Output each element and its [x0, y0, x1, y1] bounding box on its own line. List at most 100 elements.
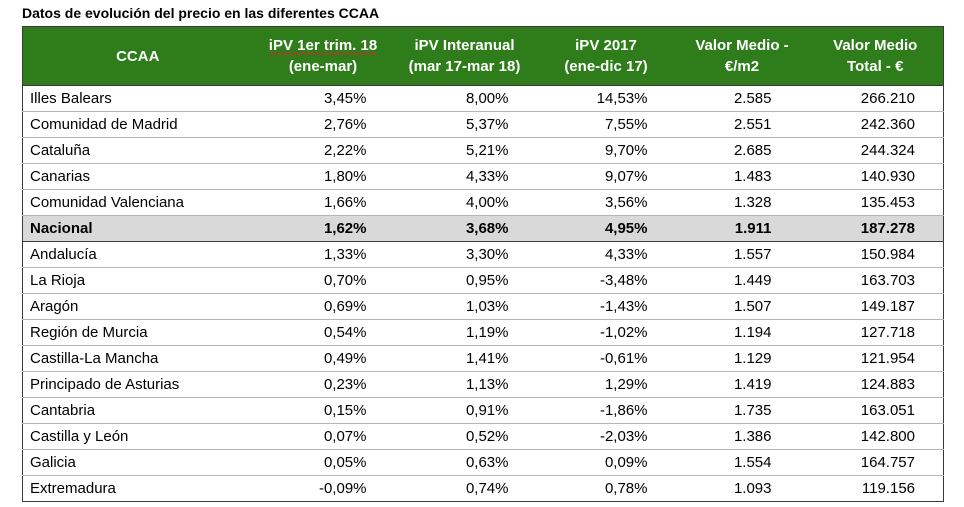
column-header-ipv-2017: iPV 2017 (ene-dic 17): [535, 26, 677, 86]
cell-valor-medio-total: 163.703: [807, 267, 944, 294]
cell-ipv-2017: -1,86%: [535, 397, 677, 424]
table-row: La Rioja 0,70% 0,95% -3,48% 1.449 163.703: [22, 267, 944, 294]
cell-ipv-interanual: 1,03%: [393, 293, 536, 320]
table-row: Extremadura -0,09% 0,74% 0,78% 1.093 119.156: [22, 475, 944, 502]
cell-ipv-q1: 0,07%: [252, 423, 394, 450]
cell-ccaa: Extremadura: [22, 475, 253, 502]
cell-ipv-q1: 0,23%: [252, 371, 394, 398]
cell-valor-medio-total: 150.984: [807, 241, 944, 268]
cell-ccaa: Canarias: [22, 163, 253, 190]
cell-ccaa: Nacional: [22, 215, 253, 242]
cell-ipv-q1: 0,69%: [252, 293, 394, 320]
cell-valor-medio-total: 266.210: [807, 85, 944, 112]
column-header-line: CCAA: [116, 47, 160, 65]
cell-valor-medio-m2: 1.386: [676, 423, 808, 450]
cell-ipv-q1: 2,22%: [252, 137, 394, 164]
column-header-valor-medio-m2: Valor Medio - €/m2: [676, 26, 808, 86]
cell-ipv-q1: 1,80%: [252, 163, 394, 190]
cell-ccaa: Comunidad Valenciana: [22, 189, 253, 216]
cell-ccaa: Aragón: [22, 293, 253, 320]
cell-ipv-2017: 1,29%: [535, 371, 677, 398]
table-row: Cataluña 2,22% 5,21% 9,70% 2.685 244.324: [22, 137, 944, 164]
header-row: CCAA iPV 1er trim. 18 (ene-mar) iPV Inte…: [22, 26, 944, 86]
table-row: Comunidad Valenciana 1,66% 4,00% 3,56% 1.328…: [22, 189, 944, 216]
cell-valor-medio-m2: 2.685: [676, 137, 808, 164]
column-header-line: Valor Medio -: [695, 37, 789, 54]
cell-ipv-interanual: 0,95%: [393, 267, 536, 294]
column-header-line: (ene-dic 17): [564, 58, 648, 75]
cell-valor-medio-total: 142.800: [807, 423, 944, 450]
cell-ccaa: Región de Murcia: [22, 319, 253, 346]
cell-valor-medio-m2: 1.557: [676, 241, 808, 268]
column-header-line: Total - €: [847, 58, 904, 75]
cell-ipv-interanual: 5,37%: [393, 111, 536, 138]
cell-ccaa: La Rioja: [22, 267, 253, 294]
cell-ipv-interanual: 5,21%: [393, 137, 536, 164]
cell-valor-medio-m2: 1.735: [676, 397, 808, 424]
cell-ccaa: Andalucía: [22, 241, 253, 268]
column-header-ipv-q1: iPV 1er trim. 18 (ene-mar): [252, 26, 394, 86]
table-row-national: Nacional 1,62% 3,68% 4,95% 1.911 187.278: [22, 215, 944, 242]
cell-ipv-2017: 4,33%: [535, 241, 677, 268]
cell-ipv-interanual: 1,13%: [393, 371, 536, 398]
cell-ipv-2017: -1,43%: [535, 293, 677, 320]
cell-ipv-2017: -3,48%: [535, 267, 677, 294]
cell-ipv-interanual: 0,74%: [393, 475, 536, 502]
cell-ccaa: Principado de Asturias: [22, 371, 253, 398]
column-header-ipv-interanual: iPV Interanual (mar 17-mar 18): [393, 26, 536, 86]
column-header-line: Valor Medio: [833, 37, 918, 54]
cell-ipv-q1: 0,05%: [252, 449, 394, 476]
cell-ipv-interanual: 4,00%: [393, 189, 536, 216]
cell-ipv-q1: 0,70%: [252, 267, 394, 294]
cell-ccaa: Castilla-La Mancha: [22, 345, 253, 372]
cell-valor-medio-total: 140.930: [807, 163, 944, 190]
price-evolution-table: CCAA iPV 1er trim. 18 (ene-mar) iPV Inte…: [22, 26, 944, 502]
cell-ipv-2017: -1,02%: [535, 319, 677, 346]
cell-ipv-2017: 9,07%: [535, 163, 677, 190]
table-header: CCAA iPV 1er trim. 18 (ene-mar) iPV Inte…: [22, 26, 944, 86]
cell-ipv-interanual: 3,68%: [393, 215, 536, 242]
cell-valor-medio-total: 121.954: [807, 345, 944, 372]
cell-valor-medio-total: 149.187: [807, 293, 944, 320]
cell-ccaa: Comunidad de Madrid: [22, 111, 253, 138]
column-header-line: €/m2: [724, 58, 760, 75]
cell-ipv-interanual: 0,52%: [393, 423, 536, 450]
cell-valor-medio-m2: 1.194: [676, 319, 808, 346]
cell-ipv-q1: 0,49%: [252, 345, 394, 372]
cell-valor-medio-total: 127.718: [807, 319, 944, 346]
cell-ipv-q1: 3,45%: [252, 85, 394, 112]
cell-valor-medio-m2: 1.554: [676, 449, 808, 476]
cell-ipv-2017: 3,56%: [535, 189, 677, 216]
cell-ipv-interanual: 1,41%: [393, 345, 536, 372]
cell-ipv-2017: -2,03%: [535, 423, 677, 450]
cell-valor-medio-total: 187.278: [807, 215, 944, 242]
cell-valor-medio-total: 244.324: [807, 137, 944, 164]
cell-ipv-q1: 0,54%: [252, 319, 394, 346]
cell-ipv-2017: 0,78%: [535, 475, 677, 502]
table-row: Región de Murcia 0,54% 1,19% -1,02% 1.194 127…: [22, 319, 944, 346]
table-title: Datos de evolución del precio en las dif…: [22, 5, 380, 21]
cell-valor-medio-m2: 1.507: [676, 293, 808, 320]
cell-ipv-q1: 1,62%: [252, 215, 394, 242]
cell-ipv-q1: -0,09%: [252, 475, 394, 502]
column-header-line: (mar 17-mar 18): [408, 58, 521, 75]
cell-ipv-interanual: 4,33%: [393, 163, 536, 190]
cell-ipv-interanual: 3,30%: [393, 241, 536, 268]
cell-ipv-q1: 2,76%: [252, 111, 394, 138]
column-header-line: iPV Interanual: [414, 37, 515, 54]
cell-valor-medio-total: 124.883: [807, 371, 944, 398]
cell-valor-medio-m2: 1.129: [676, 345, 808, 372]
table-row: Canarias 1,80% 4,33% 9,07% 1.483 140.930: [22, 163, 944, 190]
table-row: Cantabria 0,15% 0,91% -1,86% 1.735 163.051: [22, 397, 944, 424]
table-row: Aragón 0,69% 1,03% -1,43% 1.507 149.187: [22, 293, 944, 320]
cell-ccaa: Castilla y León: [22, 423, 253, 450]
column-header-line: iPV 1er trim. 18: [268, 37, 378, 54]
table-body: Illes Balears 3,45% 8,00% 14,53% 2.585 266.21…: [22, 85, 944, 502]
cell-ipv-2017: 4,95%: [535, 215, 677, 242]
cell-valor-medio-total: 163.051: [807, 397, 944, 424]
table-row: Andalucía 1,33% 3,30% 4,33% 1.557 150.984: [22, 241, 944, 268]
cell-valor-medio-total: 135.453: [807, 189, 944, 216]
cell-valor-medio-m2: 1.093: [676, 475, 808, 502]
cell-valor-medio-m2: 1.483: [676, 163, 808, 190]
cell-ipv-2017: 0,09%: [535, 449, 677, 476]
